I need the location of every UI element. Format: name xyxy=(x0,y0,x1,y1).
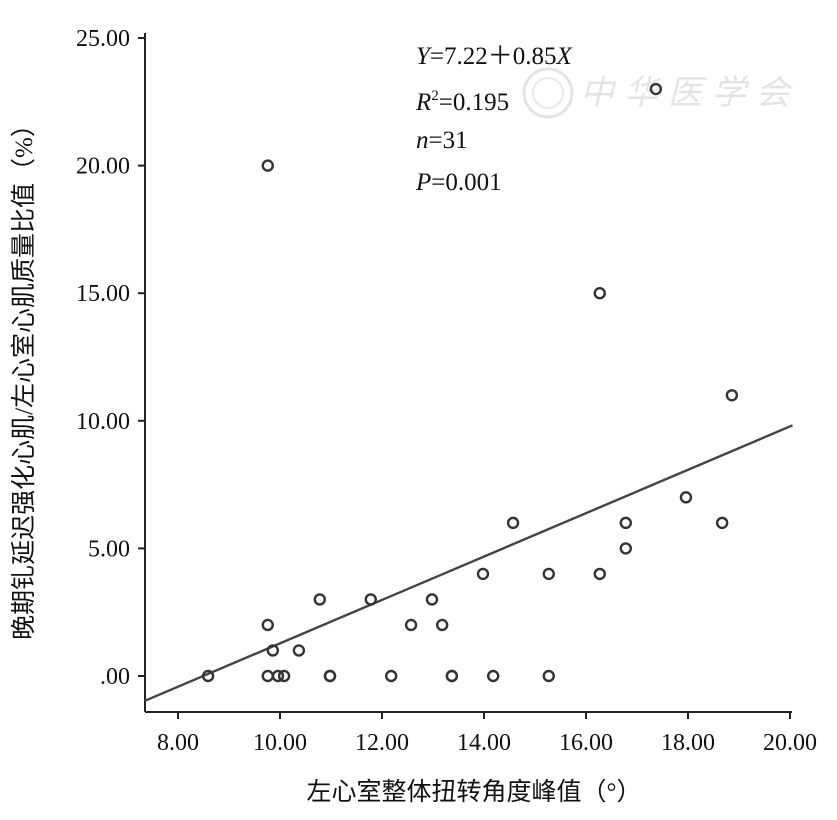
data-point xyxy=(715,516,729,530)
data-point xyxy=(313,593,326,606)
data-point xyxy=(261,669,274,683)
equation-text: Y=7.22＋0.85X xyxy=(416,43,574,70)
watermark-text: 中华医学会 xyxy=(580,73,800,113)
data-point xyxy=(292,644,306,657)
data-point xyxy=(593,287,606,300)
y-tick-label: 10.00 xyxy=(76,409,130,435)
y-tick-label: .00 xyxy=(100,664,130,690)
watermark: 中华医学会 xyxy=(522,67,800,119)
n-text: n=31 xyxy=(416,127,468,154)
data-point xyxy=(266,644,280,657)
data-point xyxy=(486,669,500,683)
data-point xyxy=(323,669,337,683)
data-point xyxy=(384,669,398,683)
data-point xyxy=(619,542,632,555)
y-tick-label: 25.00 xyxy=(76,26,130,52)
data-point xyxy=(404,618,418,632)
p-value-text: P=0.001 xyxy=(415,169,502,196)
r-squared-text: R2=0.195 xyxy=(415,88,509,116)
data-point xyxy=(277,669,291,683)
data-point xyxy=(201,669,215,683)
y-tick-label: 5.00 xyxy=(88,536,130,562)
x-tick-label: 18.00 xyxy=(661,730,715,756)
data-point xyxy=(435,618,449,632)
data-point xyxy=(542,669,555,683)
data-point xyxy=(425,593,439,606)
x-tick-label: 14.00 xyxy=(457,730,511,756)
data-point xyxy=(649,82,663,96)
regression-line xyxy=(144,424,794,702)
x-tick-label: 10.00 xyxy=(253,730,307,756)
x-tick-label: 20.00 xyxy=(763,730,817,756)
x-tick-label: 16.00 xyxy=(559,730,613,756)
data-point xyxy=(542,567,555,581)
x-tick-label: 12.00 xyxy=(355,730,409,756)
stats-annotation: Y=7.22＋0.85X R2=0.195 n=31 P=0.001 xyxy=(415,43,574,196)
data-point xyxy=(445,669,459,683)
watermark-seal-inner-icon xyxy=(532,77,564,109)
data-point xyxy=(725,389,739,402)
data-point xyxy=(506,516,520,530)
data-point xyxy=(679,491,693,504)
data-point xyxy=(619,516,632,530)
y-axis-title: 晚期钆延迟强化心肌/左心室心肌质量比值（%） xyxy=(10,112,38,640)
x-tick-label: 8.00 xyxy=(157,730,199,756)
y-tick-label: 15.00 xyxy=(76,281,130,307)
watermark-seal-icon xyxy=(522,67,574,119)
data-point xyxy=(476,567,490,581)
y-tick-label: 20.00 xyxy=(76,154,130,180)
x-axis-title: 左心室整体扭转角度峰值（°） xyxy=(307,778,642,806)
data-point xyxy=(364,593,377,606)
data-point xyxy=(271,669,285,683)
data-point xyxy=(593,567,606,581)
data-point xyxy=(261,618,274,632)
data-point xyxy=(261,159,274,172)
